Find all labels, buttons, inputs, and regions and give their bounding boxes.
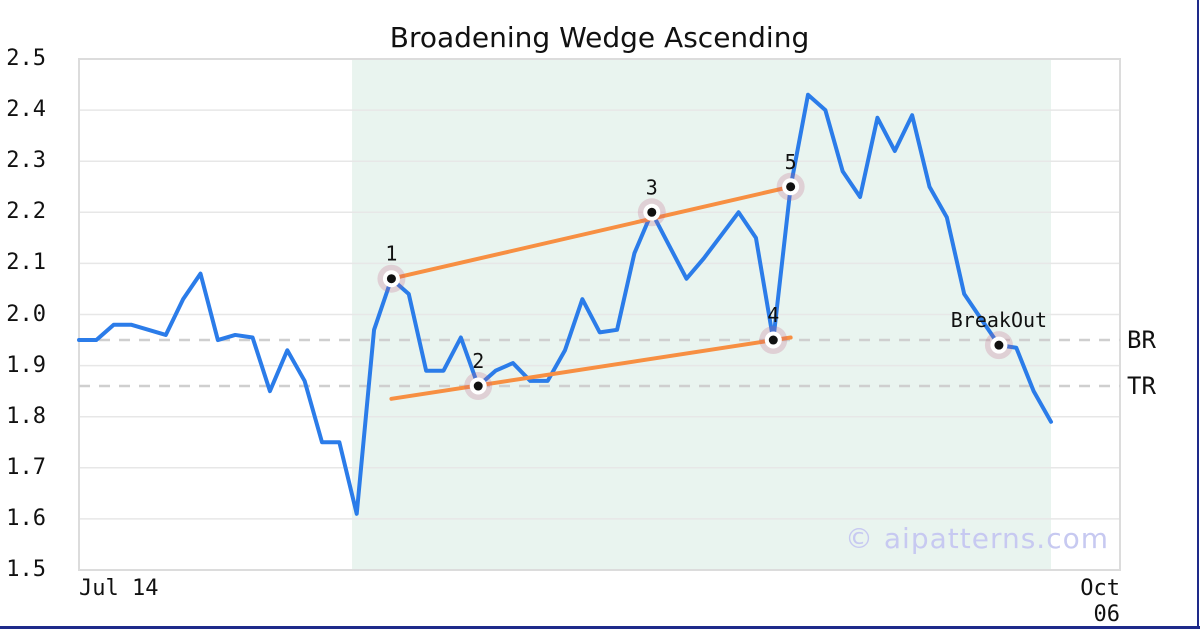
price-line (77, 92, 1053, 516)
pattern-marker-dot (386, 274, 396, 284)
y-tick-label: 1.5 (6, 557, 46, 582)
watermark: © aipatterns.com (844, 522, 1109, 555)
pattern-point-label-5: 5 (785, 150, 797, 174)
pattern-point-label-2: 2 (472, 349, 484, 373)
y-tick-label: 2.1 (6, 250, 46, 276)
chart-title: Broadening Wedge Ascending (389, 21, 810, 54)
trendline-lower (389, 335, 793, 401)
y-tick-label: 1.9 (6, 352, 46, 378)
y-tick-label: 2.0 (6, 301, 46, 327)
pattern-point-label-breakout: BreakOut (951, 308, 1047, 332)
x-axis-start-label: Jul 14 (79, 576, 159, 601)
y-tick-label: 1.6 (6, 505, 46, 531)
y-tick-label: 2.3 (6, 148, 46, 174)
y-tick-label: 1.7 (6, 454, 46, 480)
window-right-edge (1197, 0, 1199, 629)
x-axis-end-label: Oct 06 (1080, 576, 1120, 627)
y-tick-label: 2.5 (6, 46, 46, 71)
pattern-point-label-4: 4 (767, 303, 779, 327)
trigger-level-label: TR (1127, 372, 1156, 401)
pattern-marker-dot (994, 340, 1004, 350)
pattern-marker-dot (768, 335, 778, 345)
pattern-point-label-3: 3 (646, 175, 658, 199)
pattern-marker-dot (786, 182, 796, 192)
y-tick-label: 2.4 (6, 97, 46, 123)
trendline-upper (389, 184, 793, 281)
breakout-level-label: BR (1127, 326, 1156, 355)
y-tick-label: 2.2 (6, 199, 46, 225)
window-bottom-bar (0, 626, 1200, 629)
pattern-point-label-1: 1 (385, 242, 397, 266)
y-tick-label: 1.8 (6, 403, 46, 429)
plot-border (78, 58, 1121, 571)
pattern-marker-dot (473, 381, 483, 391)
pattern-marker-dot (647, 207, 657, 217)
